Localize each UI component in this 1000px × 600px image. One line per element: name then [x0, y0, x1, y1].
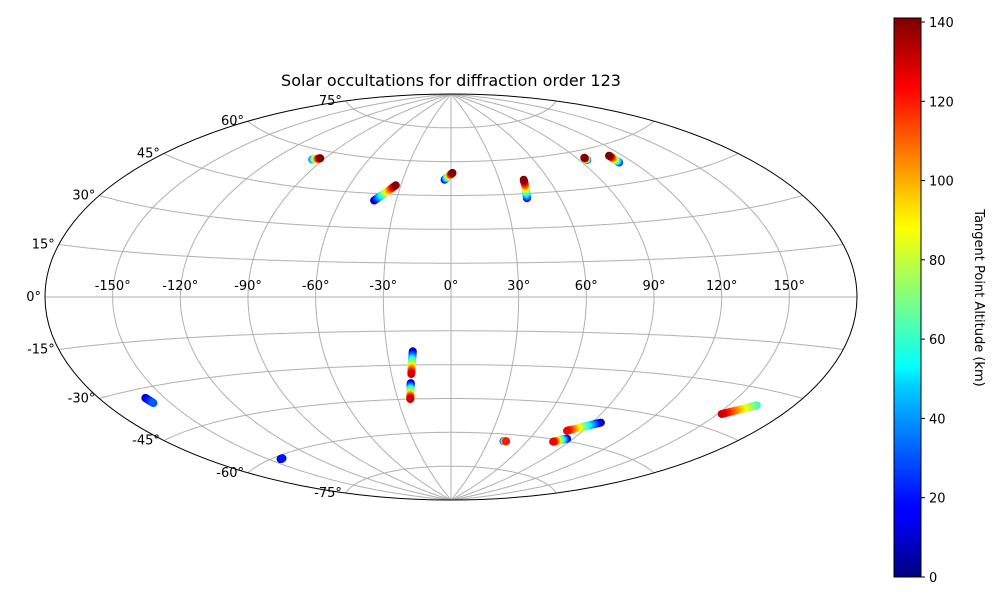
colorbar-tick-label: 40 — [929, 412, 946, 427]
longitude-tick-labels: -150° -120° -90° -60° -30° 0° 30° 60° 90° 120° 150… — [95, 279, 805, 294]
lat-tick-label: 60° — [221, 114, 244, 129]
lon-tick-label: 0° — [444, 279, 459, 294]
colorbar-tick-label: 20 — [929, 492, 946, 507]
lon-tick-label: -150° — [95, 279, 131, 294]
colorbar-gradient — [893, 17, 922, 578]
occultation-point — [563, 426, 571, 435]
colorbar-tick-label: 100 — [929, 175, 954, 190]
occultation-point — [149, 399, 158, 408]
lon-tick-label: -90° — [234, 279, 262, 294]
map-gridlines — [45, 94, 857, 500]
lat-tick-label: -45° — [132, 434, 160, 449]
parallel-line — [345, 100, 557, 129]
parallel-line — [99, 195, 803, 230]
lat-tick-label: -30° — [68, 392, 96, 407]
occultation-point — [407, 370, 416, 378]
occultation-point — [605, 151, 613, 160]
parallel-line — [163, 398, 739, 441]
colorbar: 0 20 40 60 80 100 120 140 Tangent Point Altitud… — [893, 16, 986, 586]
lat-tick-label: -15° — [27, 343, 55, 358]
parallel-line — [99, 364, 803, 399]
lat-tick-label: 75° — [319, 94, 342, 109]
parallel-line — [58, 330, 844, 350]
occultation-point — [549, 437, 558, 446]
latitude-tick-labels: -75° -60° -45° -30° -15° 0° 15° 30° 45° 60° 75° — [26, 94, 342, 501]
occultation-point — [519, 175, 528, 184]
parallel-line — [247, 431, 655, 474]
parallel-line — [247, 120, 655, 163]
parallel-line — [345, 465, 557, 494]
occultation-point — [717, 410, 726, 418]
parallel-line — [163, 153, 739, 196]
lon-tick-label: 30° — [507, 279, 530, 294]
occultation-point — [391, 181, 400, 190]
occultation-point — [316, 154, 325, 163]
colorbar-ticks: 0 20 40 60 80 100 120 140 — [921, 16, 954, 586]
map-boundary — [44, 93, 858, 501]
lon-tick-label: 150° — [774, 279, 805, 294]
lat-tick-label: -60° — [216, 466, 244, 481]
lat-tick-label: 15° — [32, 238, 55, 253]
lon-tick-label: -30° — [369, 279, 397, 294]
occultation-point — [502, 437, 511, 446]
lat-tick-label: 30° — [72, 189, 95, 204]
colorbar-tick-label: 80 — [929, 254, 946, 269]
occultation-points — [141, 151, 761, 463]
colorbar-tick-label: 0 — [929, 571, 937, 586]
lon-tick-label: 90° — [642, 279, 665, 294]
colorbar-tick-label: 140 — [929, 16, 954, 31]
occultation-point — [580, 153, 589, 162]
colorbar-tick-label: 60 — [929, 333, 946, 348]
lon-tick-label: -60° — [302, 279, 330, 294]
occultation-point — [406, 395, 415, 404]
lon-tick-label: 120° — [706, 279, 737, 294]
lon-tick-label: 60° — [575, 279, 598, 294]
colorbar-tick-label: 120 — [929, 95, 954, 110]
occultation-point — [448, 168, 457, 177]
lat-tick-label: 0° — [26, 290, 41, 305]
lon-tick-label: -120° — [162, 279, 198, 294]
lat-tick-label: 45° — [137, 147, 160, 162]
occultation-point — [278, 454, 287, 463]
parallel-line — [58, 244, 844, 264]
lat-tick-label: -75° — [314, 486, 342, 501]
colorbar-label: Tangent Point Altitude (km) — [971, 208, 986, 386]
chart-title: Solar occultations for diffraction order… — [281, 71, 621, 90]
